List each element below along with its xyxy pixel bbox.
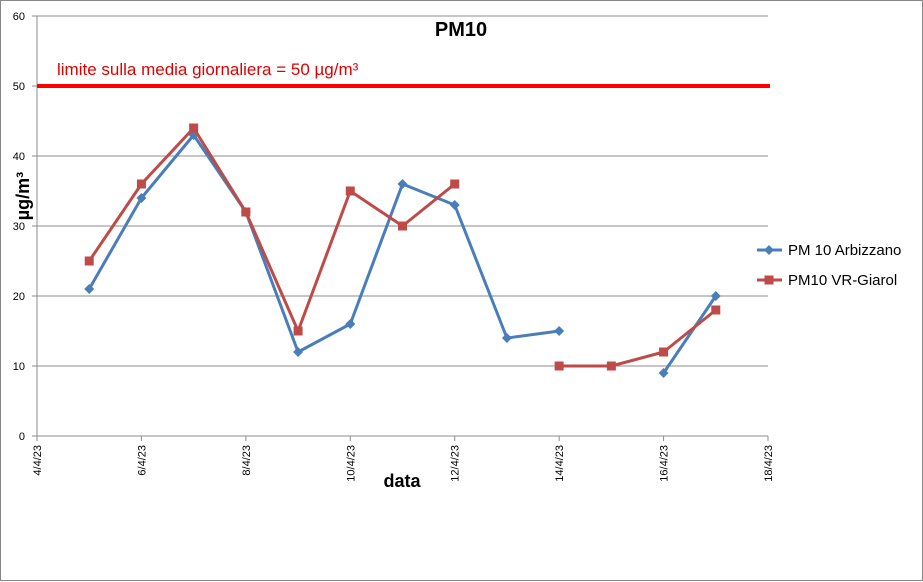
x-tick-label: 10/4/23 (345, 445, 357, 482)
y-tick-label: 40 (13, 151, 25, 163)
limit-line-label: limite sulla media giornaliera = 50 µg/m… (57, 60, 359, 79)
y-tick-labels: 0 10 20 30 40 50 60 (13, 11, 25, 443)
data-point (84, 256, 94, 266)
legend: PM 10 Arbizzano PM10 VR-Giarol (757, 242, 901, 289)
data-point (189, 123, 199, 133)
x-tick-label: 12/4/23 (450, 445, 462, 482)
x-tick-label: 16/4/23 (659, 445, 671, 482)
y-tick-label: 50 (13, 81, 25, 93)
y-tick-label: 0 (19, 431, 25, 443)
x-tick-label: 6/4/23 (136, 445, 148, 476)
x-tick-label: 8/4/23 (241, 445, 253, 476)
data-point (293, 326, 303, 336)
data-point (345, 319, 356, 329)
limit-line-group: limite sulla media giornaliera = 50 µg/m… (37, 60, 770, 88)
data-point (710, 291, 721, 301)
x-tick-label: 18/4/23 (763, 445, 775, 482)
data-point (606, 361, 616, 371)
legend-label: PM10 VR-Giarol (788, 272, 897, 289)
data-point (293, 347, 304, 357)
series-2 (84, 123, 721, 371)
series-group (84, 123, 721, 378)
data-point (241, 207, 251, 217)
y-tick-label: 20 (13, 291, 25, 303)
legend-item: PM10 VR-Giarol (757, 272, 897, 289)
data-point (659, 347, 669, 357)
y-tick-label: 30 (13, 221, 25, 233)
series-1 (84, 130, 721, 378)
data-point (345, 186, 355, 196)
data-point (554, 326, 565, 336)
data-point (449, 200, 460, 210)
data-point (84, 284, 95, 294)
data-point (397, 179, 408, 189)
legend-item: PM 10 Arbizzano (757, 242, 901, 259)
y-tick-label: 60 (13, 11, 25, 23)
series-line (87, 126, 456, 333)
data-point (711, 305, 721, 315)
data-point (136, 179, 146, 189)
chart-title: PM10 (435, 19, 487, 41)
legend-swatch-marker (764, 275, 774, 285)
x-axis-title: data (383, 471, 421, 491)
legend-label: PM 10 Arbizzano (788, 242, 901, 259)
series-line (559, 308, 717, 368)
data-point (501, 333, 512, 343)
data-point (450, 179, 460, 189)
x-tick-labels: 4/4/23 6/4/23 8/4/23 10/4/23 12/4/23 14/4/23 1… (32, 445, 775, 482)
series-line (662, 295, 718, 374)
legend-swatch-marker (764, 245, 774, 255)
data-point (658, 368, 669, 378)
data-point (136, 193, 147, 203)
x-tick-label: 4/4/23 (32, 445, 44, 476)
y-axis-title: µg/m³ (13, 172, 33, 220)
data-point (398, 221, 407, 231)
y-tick-label: 10 (13, 361, 25, 373)
x-tick-label: 14/4/23 (554, 445, 566, 482)
data-point (554, 361, 564, 371)
series-line (87, 133, 560, 354)
